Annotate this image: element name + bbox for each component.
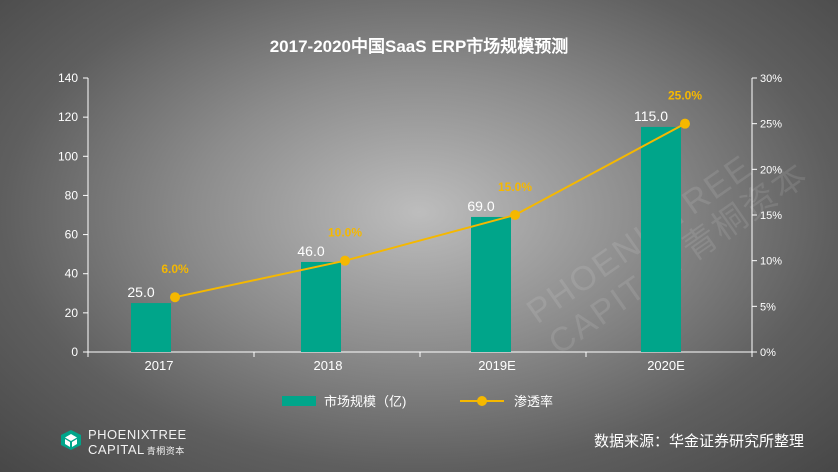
line-point	[680, 118, 690, 129]
axes: 0 20 40 60 80 100 120 140 0% 5% 10% 15% 20% 25% 30% 201…	[58, 71, 782, 373]
x-tick-label: 2020E	[647, 358, 685, 373]
logo-text-capital: CAPITAL	[88, 442, 145, 457]
line-series-path	[174, 122, 686, 299]
legend-swatch-marker	[477, 396, 487, 406]
y-tick-label-right: 15%	[760, 210, 782, 222]
line-value-label: 6.0%	[161, 262, 189, 276]
y-tick-label-left: 80	[65, 188, 79, 202]
source-note: 数据来源：华金证券研究所整理	[593, 433, 804, 450]
bar	[471, 216, 511, 352]
y-tick-label-left: 140	[58, 71, 78, 85]
y-tick-label-right: 30%	[760, 73, 782, 85]
line-value-label: 10.0%	[328, 226, 362, 240]
logo-text-line2: CAPITAL 青桐资本	[88, 442, 185, 457]
bar	[131, 303, 171, 352]
phoenixtree-logo: PHOENIXTREE CAPITAL 青桐资本	[60, 426, 210, 460]
logo-text-line1: PHOENIXTREE	[88, 427, 187, 442]
bar-value-label: 69.0	[467, 198, 494, 214]
y-tick-label-left: 40	[65, 267, 79, 281]
line-point	[170, 292, 180, 303]
y-tick-label-left: 120	[58, 110, 78, 124]
y-tick-label-right: 5%	[760, 301, 776, 313]
line-series: 6.0% 10.0% 15.0% 25.0%	[161, 89, 702, 303]
legend-label-bar: 市场规模（亿)	[324, 394, 406, 409]
bar-value-label: 46.0	[297, 243, 324, 259]
line-point	[510, 210, 520, 220]
chart-title: 2017-2020中国SaaS ERP市场规模预测	[270, 36, 569, 56]
y-tick-label-right: 10%	[760, 256, 782, 268]
y-tick-label-left: 100	[58, 149, 78, 163]
legend-swatch-bar	[282, 396, 316, 406]
y-tick-label-left: 60	[65, 228, 79, 242]
line-value-label: 15.0%	[498, 180, 532, 194]
y-tick-label-left: 0	[71, 345, 78, 359]
x-tick-label: 2018	[314, 358, 343, 373]
y-tick-label-right: 25%	[760, 119, 782, 131]
line-point	[340, 255, 350, 266]
line-value-label: 25.0%	[668, 89, 702, 103]
bar-value-label: 115.0	[634, 108, 668, 124]
y-tick-label-right: 0%	[760, 347, 776, 359]
bar	[641, 126, 681, 352]
logo-text-cn: 青桐资本	[146, 446, 185, 456]
bar-series: 25.0 46.0 69.0 115.0	[127, 108, 681, 352]
legend-label-line: 渗透率	[514, 394, 553, 409]
bar	[301, 261, 341, 352]
phoenixtree-logo-icon	[61, 430, 81, 450]
y-tick-label-right: 20%	[760, 164, 782, 176]
bar-value-label: 25.0	[127, 284, 154, 300]
legend: 市场规模（亿) 渗透率	[282, 394, 553, 409]
y-tick-label-left: 20	[65, 306, 79, 320]
x-tick-label: 2017	[145, 358, 174, 373]
x-tick-label: 2019E	[478, 358, 516, 373]
